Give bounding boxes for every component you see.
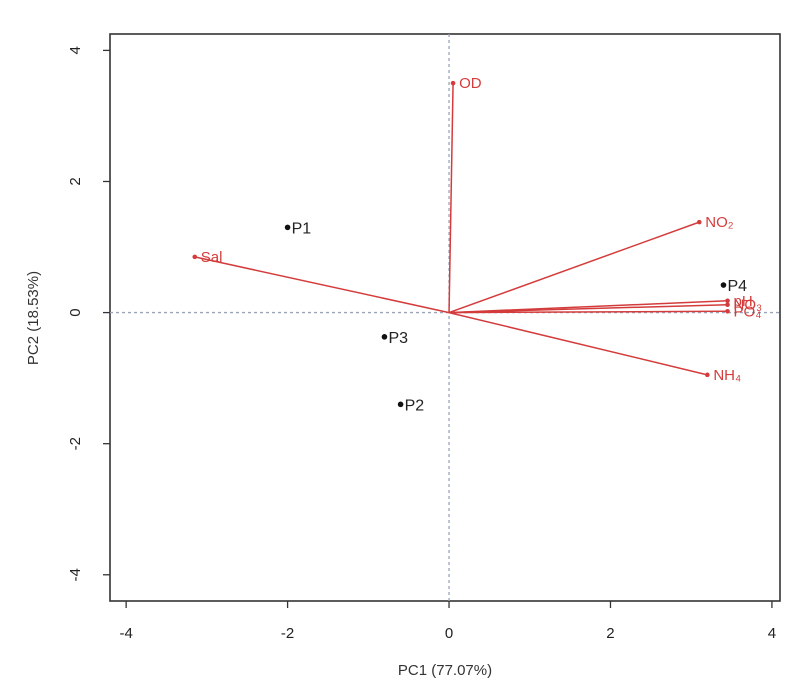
y-axis: -4 -2 0 2 4 <box>67 46 110 581</box>
x-tick-label: -2 <box>281 625 294 642</box>
y-tick-label: 0 <box>67 308 84 316</box>
observation-point <box>284 224 291 231</box>
observation-point <box>397 401 404 408</box>
observation-label: P3 <box>388 330 408 347</box>
x-axis: -4 -2 0 2 4 <box>119 601 776 642</box>
loading-label: OD <box>459 75 482 92</box>
loading-tip <box>725 298 730 304</box>
observation-point <box>720 282 727 288</box>
observation-label: P1 <box>292 220 312 237</box>
loading-label: PO₄ <box>734 303 762 320</box>
observation-label: P2 <box>405 397 425 414</box>
y-tick-label: -4 <box>67 568 84 581</box>
loading-tip <box>725 308 730 314</box>
loading-vector <box>448 221 700 314</box>
loading-vector <box>448 311 708 376</box>
loading-tip <box>705 372 710 378</box>
x-tick-label: 4 <box>768 625 776 642</box>
loading-vector <box>449 303 728 314</box>
loading-label: pH <box>734 293 753 310</box>
x-tick-label: 0 <box>445 625 453 642</box>
loading-label: Sal <box>201 249 223 266</box>
loading-tip <box>450 80 456 86</box>
loading-label: NH₄ <box>713 367 741 384</box>
y-tick-label: 2 <box>67 177 84 185</box>
loading-vector <box>448 83 454 313</box>
loading-vector <box>194 256 450 314</box>
loading-tip <box>696 219 702 225</box>
y-axis-title: PC2 (18.53%) <box>25 271 42 365</box>
y-tick-label: 4 <box>67 46 84 54</box>
observation-label: P4 <box>727 278 747 295</box>
y-tick-label: -2 <box>67 437 84 450</box>
plot-frame <box>109 33 781 602</box>
loading-label: NO₃ <box>734 297 763 314</box>
observation-point <box>381 334 388 340</box>
loading-vector <box>449 310 728 314</box>
loading-label: NO₂ <box>705 214 734 231</box>
x-axis-title: PC1 (77.07%) <box>398 662 492 679</box>
observation-points: P1 P2 P3 P4 <box>284 220 747 414</box>
x-tick-label: 2 <box>606 625 614 642</box>
x-tick-label: -4 <box>119 625 132 642</box>
loading-tip <box>192 254 198 260</box>
loading-tip <box>725 302 730 308</box>
